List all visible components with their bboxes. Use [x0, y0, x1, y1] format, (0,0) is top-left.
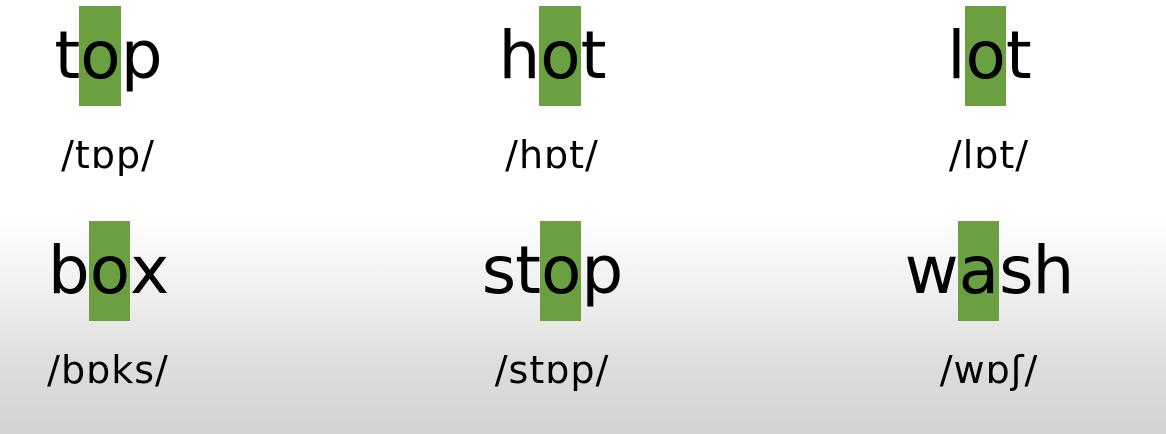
word-suffix: x [130, 232, 169, 309]
word-prefix: t [54, 17, 80, 94]
highlighted-vowel: a [957, 221, 999, 321]
word-prefix: h [498, 17, 540, 94]
word-prefix: w [904, 232, 959, 309]
phonetic-transcription: /tɒp/ [61, 133, 155, 177]
phonetic-transcription: /hɒt/ [505, 133, 599, 177]
word-prefix: st [481, 232, 541, 309]
highlighted-vowel: o [539, 6, 581, 106]
phonetic-transcription: /lɒt/ [948, 133, 1030, 177]
word-card-stop: st o p /stɒp/ [402, 221, 702, 393]
word-card-wash: w a sh /wɒʃ/ [839, 221, 1139, 393]
phonetic-transcription: /wɒʃ/ [939, 348, 1039, 392]
word: w a sh [905, 221, 1074, 321]
word-suffix: t [1005, 17, 1032, 94]
highlighted-vowel: o [79, 6, 121, 106]
word-suffix: t [580, 17, 607, 94]
highlighted-vowel: o [964, 6, 1006, 106]
word-suffix: p [581, 232, 623, 309]
highlighted-vowel: o [88, 221, 130, 321]
word: st o p [482, 221, 623, 321]
word-suffix: sh [999, 232, 1074, 309]
word-prefix: l [947, 17, 965, 94]
highlighted-vowel: o [539, 221, 581, 321]
word-prefix: b [47, 232, 90, 309]
word-suffix: p [120, 17, 163, 94]
phonetic-transcription: /stɒp/ [494, 348, 610, 392]
phonetic-transcription: /bɒks/ [47, 348, 169, 392]
